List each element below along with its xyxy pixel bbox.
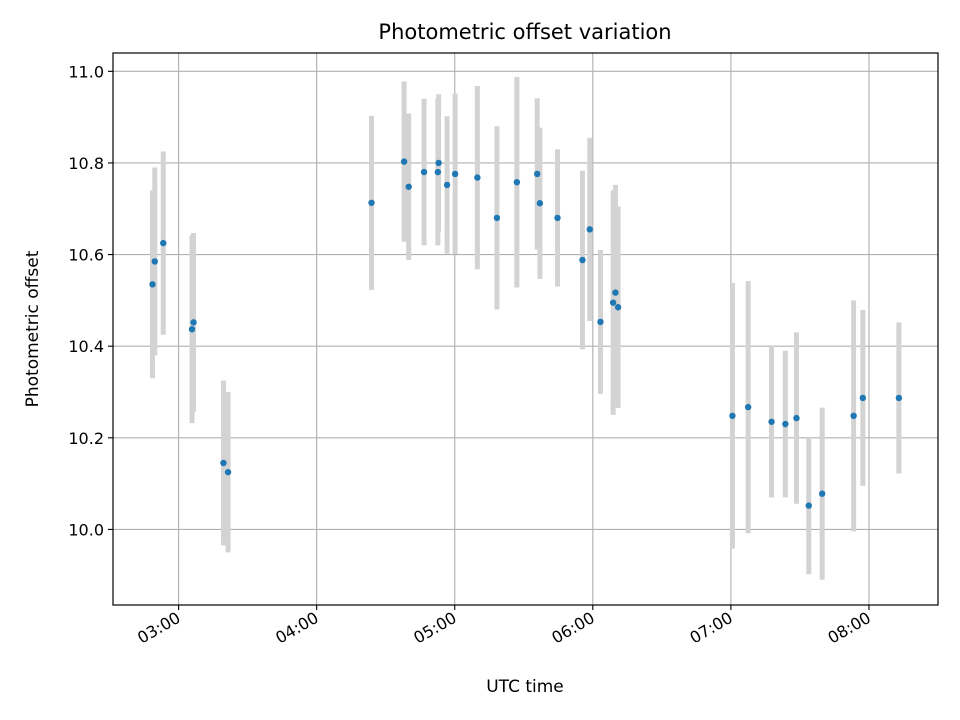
data-point (597, 318, 604, 326)
plot-frame (112, 52, 939, 606)
data-point (554, 214, 561, 222)
data-point (536, 200, 544, 207)
data-point (805, 502, 812, 509)
y-tick-label: 10.8 (68, 154, 104, 173)
data-point (782, 420, 789, 428)
data-point (220, 459, 227, 467)
data-point (859, 394, 867, 402)
chart-title: Photometric offset variation (378, 20, 671, 44)
data-point (533, 170, 541, 178)
y-tick-label: 10.6 (68, 246, 104, 265)
data-point (768, 418, 775, 425)
x-axis-label: UTC time (486, 677, 564, 697)
data-point (420, 168, 428, 176)
data-point (474, 174, 481, 181)
y-axis-label: Photometric offset (23, 250, 43, 407)
data-point (614, 304, 622, 311)
data-point (612, 289, 619, 296)
data-point (586, 226, 593, 233)
data-point (579, 256, 586, 264)
data-point (443, 181, 451, 189)
data-points (149, 158, 903, 509)
data-point (493, 214, 501, 222)
data-point (850, 412, 857, 420)
data-point (895, 394, 903, 402)
data-point (190, 319, 197, 326)
y-axis-ticks: 10.0 10.2 10.4 10.6 10.8 11.0 (68, 62, 113, 539)
data-point (368, 199, 375, 206)
data-point (793, 414, 800, 422)
data-point (400, 158, 408, 165)
data-point (149, 281, 156, 288)
data-point (435, 159, 442, 167)
data-point (744, 403, 752, 411)
data-point (513, 178, 521, 186)
data-point (405, 183, 412, 190)
y-tick-label: 10.4 (68, 337, 104, 356)
y-tick-label: 10.2 (68, 429, 104, 448)
data-point (224, 468, 232, 476)
data-point (188, 326, 196, 333)
data-point (609, 299, 617, 306)
data-point (151, 258, 159, 265)
y-tick-label: 10.0 (68, 520, 104, 539)
data-point (434, 168, 442, 176)
data-point (160, 239, 167, 247)
data-point (451, 170, 459, 178)
data-point (729, 412, 736, 420)
data-point (818, 490, 826, 497)
y-tick-label: 11.0 (68, 62, 104, 81)
